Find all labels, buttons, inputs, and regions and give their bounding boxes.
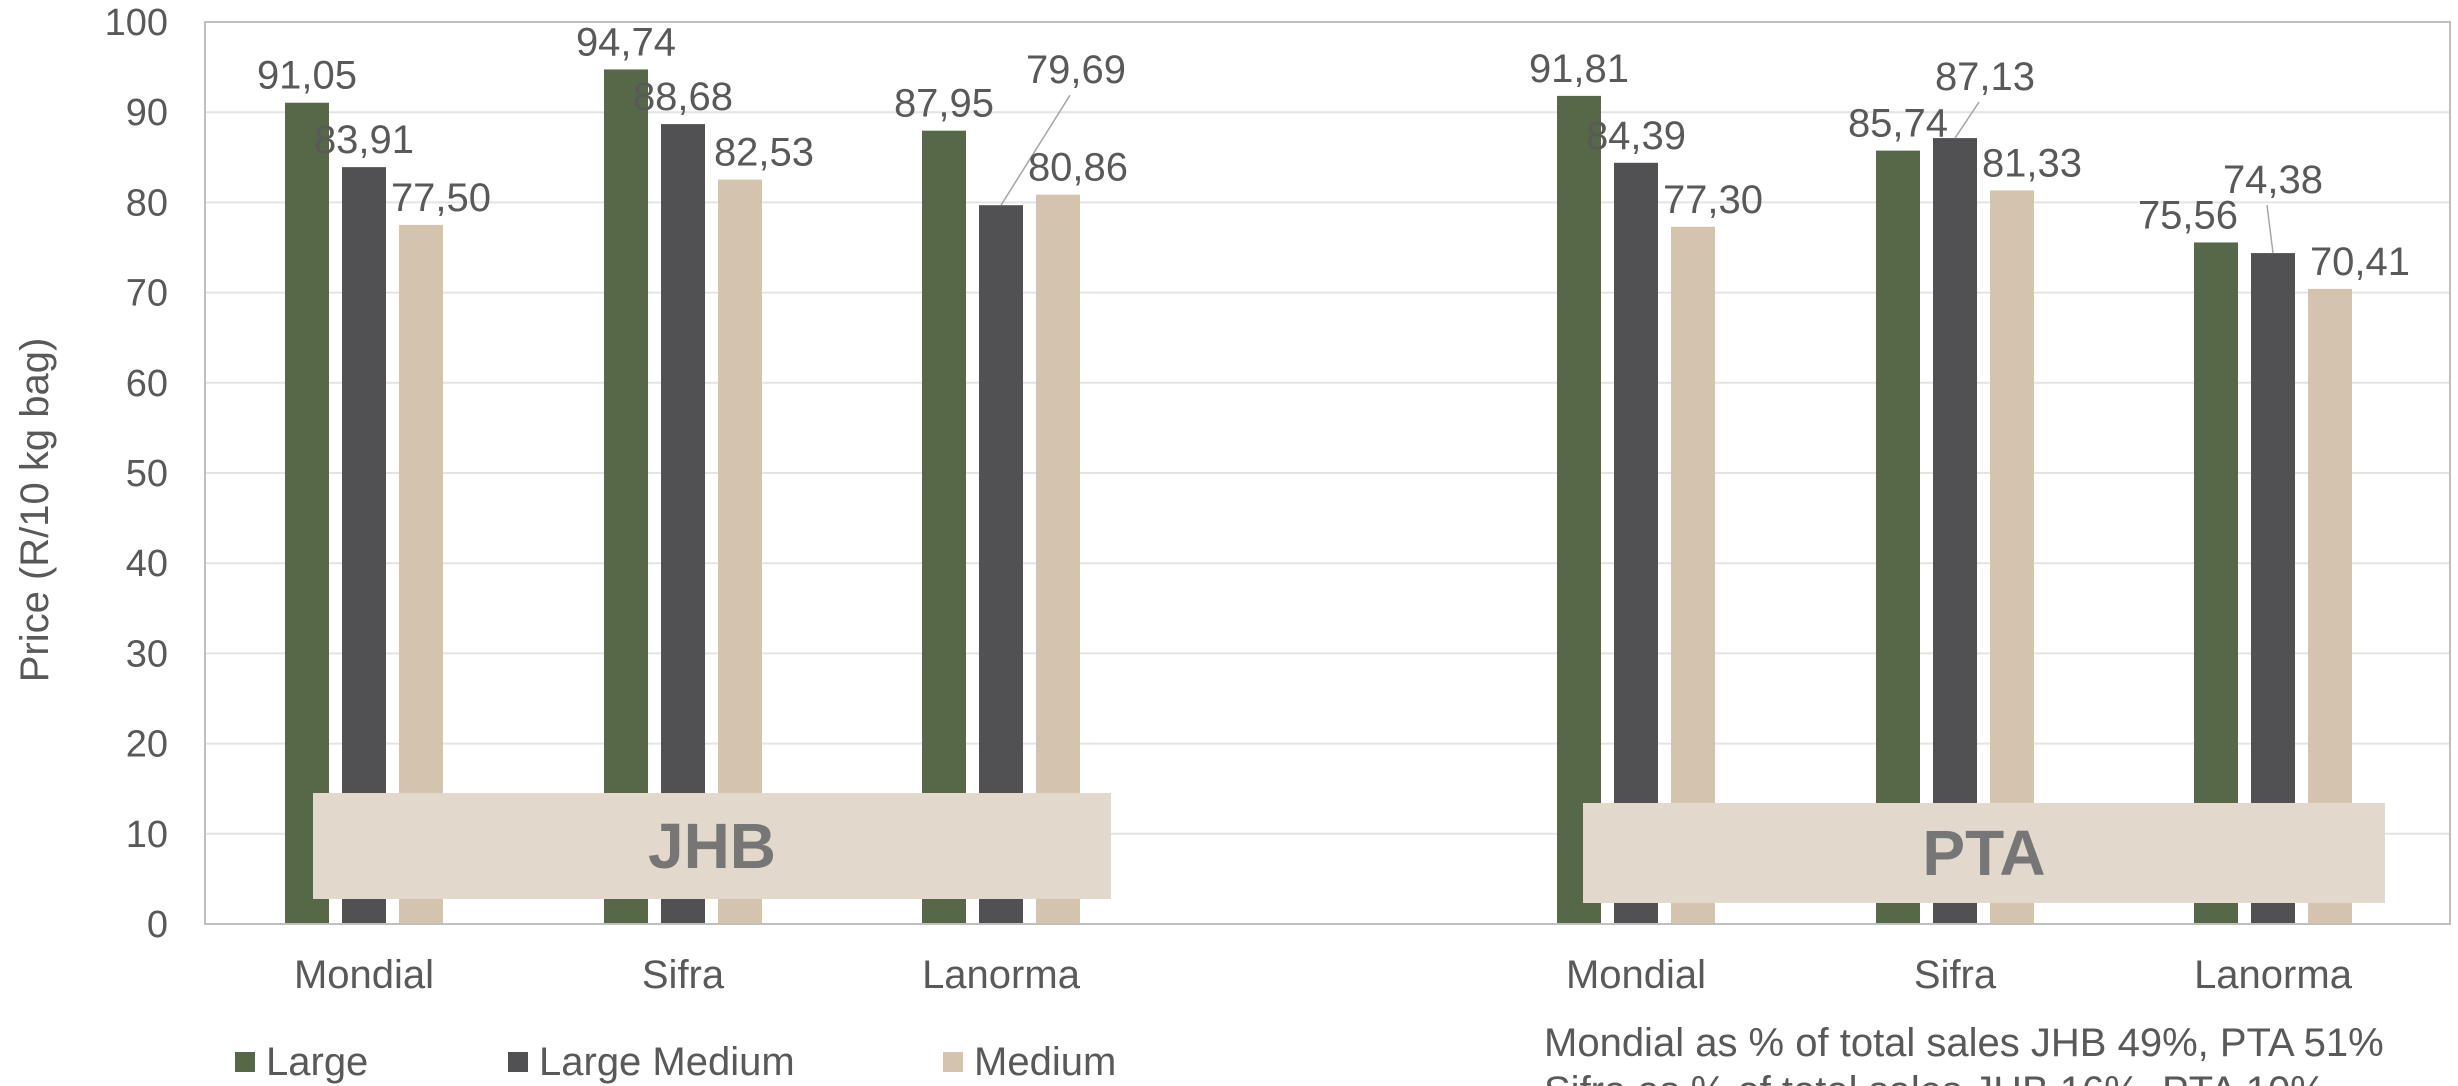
x-tick-label: Sifra [1914,953,1997,997]
bar-pta-mondial-large-medium [1614,162,1658,925]
data-label: 75,56 [2138,193,2238,237]
data-label: 87,95 [894,82,994,126]
y-tick-label: 10 [126,814,168,856]
leader-line [1954,101,1980,139]
data-label: 87,13 [1935,55,2035,99]
bar-pta-mondial-large [1557,95,1601,925]
y-tick-label: 50 [126,453,168,495]
bar-jhb-sifra-large [604,69,648,925]
data-label: 74,38 [2223,158,2323,202]
y-tick-label: 40 [126,543,168,585]
data-label: 79,69 [1026,48,1126,92]
data-label: 80,86 [1028,146,1128,190]
data-label: 82,53 [714,131,814,175]
y-tick-label: 60 [126,363,168,405]
legend-swatch [235,1052,255,1072]
bar-jhb-sifra-large-medium [661,124,705,925]
x-axis-ticks: Mondial Sifra Lanorma Mondial Sifra Lanorma [294,953,2353,997]
data-label: 70,41 [2310,240,2410,284]
annotations: Mondial as % of total sales JHB 49%, PTA… [1544,1021,2384,1086]
y-tick-label: 100 [105,2,168,44]
region-label-pta: PTA [1922,817,2045,889]
data-label: 77,30 [1663,178,1763,222]
y-tick-label: 70 [126,273,168,315]
bar-pta-sifra-large-medium [1933,138,1977,924]
data-label: 94,74 [576,20,676,64]
leader-line [1000,94,1071,206]
annotation-line: Sifra as % of total sales JHB 16%, PTA 1… [1544,1069,2326,1086]
y-tick-label: 90 [126,92,168,134]
region-box-pta [1583,803,2385,903]
bar-jhb-lanorma-large [922,130,966,925]
data-label: 83,91 [314,118,414,162]
x-tick-label: Mondial [294,953,434,997]
bar-pta-sifra-large [1876,150,1920,925]
x-tick-label: Lanorma [2194,953,2353,997]
gridlines [205,111,2450,835]
leader-line [2266,204,2274,254]
region-labels: JHB PTA [313,793,2385,903]
y-axis-ticks: 0 10 20 30 40 50 60 70 80 90 100 [105,2,168,946]
x-tick-label: Lanorma [922,953,1081,997]
data-label: 91,05 [257,54,357,98]
y-tick-label: 30 [126,633,168,675]
legend: Large Large Medium Medium [235,1040,1116,1084]
data-label: 88,68 [633,75,733,119]
leader-lines [1000,94,2274,254]
y-tick-label: 80 [126,182,168,224]
data-label: 77,50 [391,176,491,220]
legend-swatch [508,1052,528,1072]
bar-pta-sifra-medium [1990,190,2034,925]
y-tick-label: 0 [147,904,168,946]
region-box-jhb [313,793,1111,899]
x-tick-label: Sifra [642,953,725,997]
x-tick-label: Mondial [1566,953,1706,997]
bars [285,69,2352,925]
y-axis-label: Price (R/10 kg bag) [13,338,57,683]
y-tick-label: 20 [126,724,168,766]
legend-entry: Large [266,1040,368,1084]
data-label: 91,81 [1529,47,1629,91]
data-label: 84,39 [1586,114,1686,158]
legend-entry: Large Medium [539,1040,795,1084]
data-label: 81,33 [1982,141,2082,185]
region-label-jhb: JHB [648,810,776,882]
legend-entry: Medium [974,1040,1116,1084]
bar-jhb-mondial-large [285,102,329,924]
plot-frame [204,21,2451,925]
data-labels: 91,05 94,74 87,95 83,91 88,68 79,69 77,50 82,53… [257,20,2410,283]
data-label: 85,74 [1848,102,1948,146]
legend-swatch [943,1052,963,1072]
annotation-line: Mondial as % of total sales JHB 49%, PTA… [1544,1021,2384,1065]
